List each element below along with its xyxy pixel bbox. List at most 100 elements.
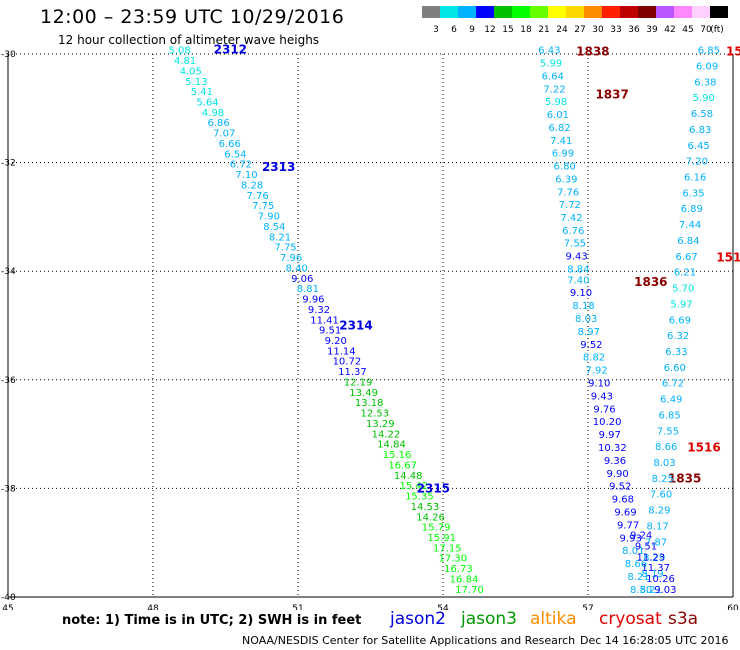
swh-value: 8.21 (269, 232, 291, 243)
swh-value: 7.87 (645, 537, 667, 548)
colorbar-swatch (566, 6, 584, 18)
swh-value: 9.24 (630, 531, 652, 542)
legend-s3a: s3a (668, 609, 699, 629)
swh-value: 8.01 (622, 546, 644, 557)
legend-jason2: jason2 (390, 609, 446, 629)
swh-value: 8.03 (653, 458, 675, 469)
pass-number-label: 2313 (262, 160, 295, 174)
swh-value: 5.99 (540, 59, 562, 70)
swh-value: 7.90 (258, 212, 280, 223)
swh-value: 7.75 (252, 201, 274, 212)
swh-value: 6.72 (230, 160, 252, 171)
swh-value: 8.21 (640, 585, 662, 596)
swh-value: 9.97 (599, 430, 621, 441)
swh-value: 7.76 (247, 191, 269, 202)
footer-note: note: 1) Time is in UTC; 2) SWH is in fe… (62, 613, 362, 628)
swh-value: 14.53 (411, 502, 440, 513)
colorbar-label: 12 (484, 25, 495, 35)
swh-value: 6.89 (681, 204, 703, 215)
colorbar-swatch (548, 6, 566, 18)
swh-value: 8.29 (643, 553, 665, 564)
swh-value: 8.66 (625, 559, 647, 570)
swh-value: 8.66 (655, 442, 677, 453)
swh-value: 7.75 (274, 243, 296, 254)
swh-value: 6.01 (547, 110, 569, 121)
generation-timestamp: Dec 14 16:28:05 UTC 2016 (580, 634, 729, 647)
swh-value: 5.90 (693, 93, 715, 104)
swh-value: 11.37 (338, 367, 367, 378)
swh-value: 7.92 (586, 366, 608, 377)
swh-value: 7.55 (564, 239, 586, 250)
legend-cryosat: cryosat (599, 609, 662, 629)
swh-value: 7.10 (235, 170, 257, 181)
colorbar-label: 70 (700, 25, 712, 35)
chart-title: 12:00 – 23:59 UTC 10/29/2016 (40, 6, 345, 28)
swh-value: 14.84 (377, 440, 406, 451)
swh-value: 9.76 (593, 404, 615, 415)
swh-value: 6.32 (667, 331, 689, 342)
colorbar-swatch (710, 6, 728, 18)
colorbar-label: (ft) (710, 25, 724, 35)
swh-value: 12.19 (344, 377, 373, 388)
swh-value: 17.30 (439, 554, 468, 565)
swh-value: 4.05 (180, 66, 202, 77)
x-tick-label: 57 (582, 604, 593, 610)
y-tick-label: -32 (1, 159, 16, 169)
swh-value: 6.85 (698, 46, 720, 57)
swh-value: 8.03 (575, 314, 597, 325)
swh-value: 10.20 (593, 417, 622, 428)
swh-value: 14.48 (394, 471, 423, 482)
colorbar-label: 18 (520, 25, 532, 35)
swh-value: 8.17 (647, 521, 669, 532)
swh-value: 8.81 (297, 284, 319, 295)
swh-value: 9.93 (620, 533, 642, 544)
swh-value: 15.91 (427, 533, 456, 544)
colorbar-swatch (530, 6, 548, 18)
y-tick-label: -36 (1, 376, 16, 386)
swh-value: 6.83 (689, 125, 711, 136)
swh-value: 6.39 (555, 174, 577, 185)
swh-value: 8.97 (578, 327, 600, 338)
pass-number-label: 1838 (576, 44, 609, 58)
y-tick-label: -38 (1, 484, 16, 494)
swh-value: 6.43 (538, 46, 560, 57)
swh-value: 8.82 (583, 353, 605, 364)
colorbar-swatch (620, 6, 638, 18)
pass-number-label: 2315 (417, 481, 450, 495)
swh-value: 6.76 (562, 226, 584, 237)
swh-value: 6.49 (660, 395, 682, 406)
swh-value: 6.82 (548, 123, 570, 134)
swh-value: 13.18 (355, 398, 384, 409)
swh-value: 15.16 (383, 450, 412, 461)
colorbar-label: 36 (628, 25, 640, 35)
swh-value: 13.49 (349, 388, 378, 399)
swh-value: 9.10 (570, 288, 592, 299)
swh-value: 8.19 (641, 569, 663, 580)
colorbar-label: 27 (574, 25, 585, 35)
swh-value: 10.26 (646, 574, 675, 585)
swh-value: 12.53 (360, 409, 389, 420)
swh-value: 9.52 (609, 482, 631, 493)
colorbar-swatch (440, 6, 458, 18)
swh-value: 9.06 (291, 274, 313, 285)
swh-value: 6.72 (662, 379, 684, 390)
colorbar-label: 39 (646, 25, 658, 35)
swh-value: 8.54 (263, 222, 285, 233)
legend-jason3: jason3 (461, 609, 517, 629)
pass-number-label: 1516 (687, 441, 720, 455)
pass-number-label: 2312 (214, 43, 247, 57)
swh-value: 5.13 (185, 77, 207, 88)
swh-value: 10.72 (333, 357, 362, 368)
colorbar-swatch (656, 6, 674, 18)
swh-value: 5.97 (670, 299, 692, 310)
swh-value: 13.29 (366, 419, 395, 430)
swh-value: 5.98 (545, 97, 567, 108)
x-tick-label: 54 (437, 604, 449, 610)
swh-value: 11.41 (310, 315, 339, 326)
swh-value: 9.43 (565, 252, 587, 263)
swh-value: 9.51 (319, 326, 341, 337)
swh-value: 7.40 (567, 275, 589, 286)
swh-value: 9.96 (302, 295, 324, 306)
swh-value: 6.45 (687, 141, 709, 152)
